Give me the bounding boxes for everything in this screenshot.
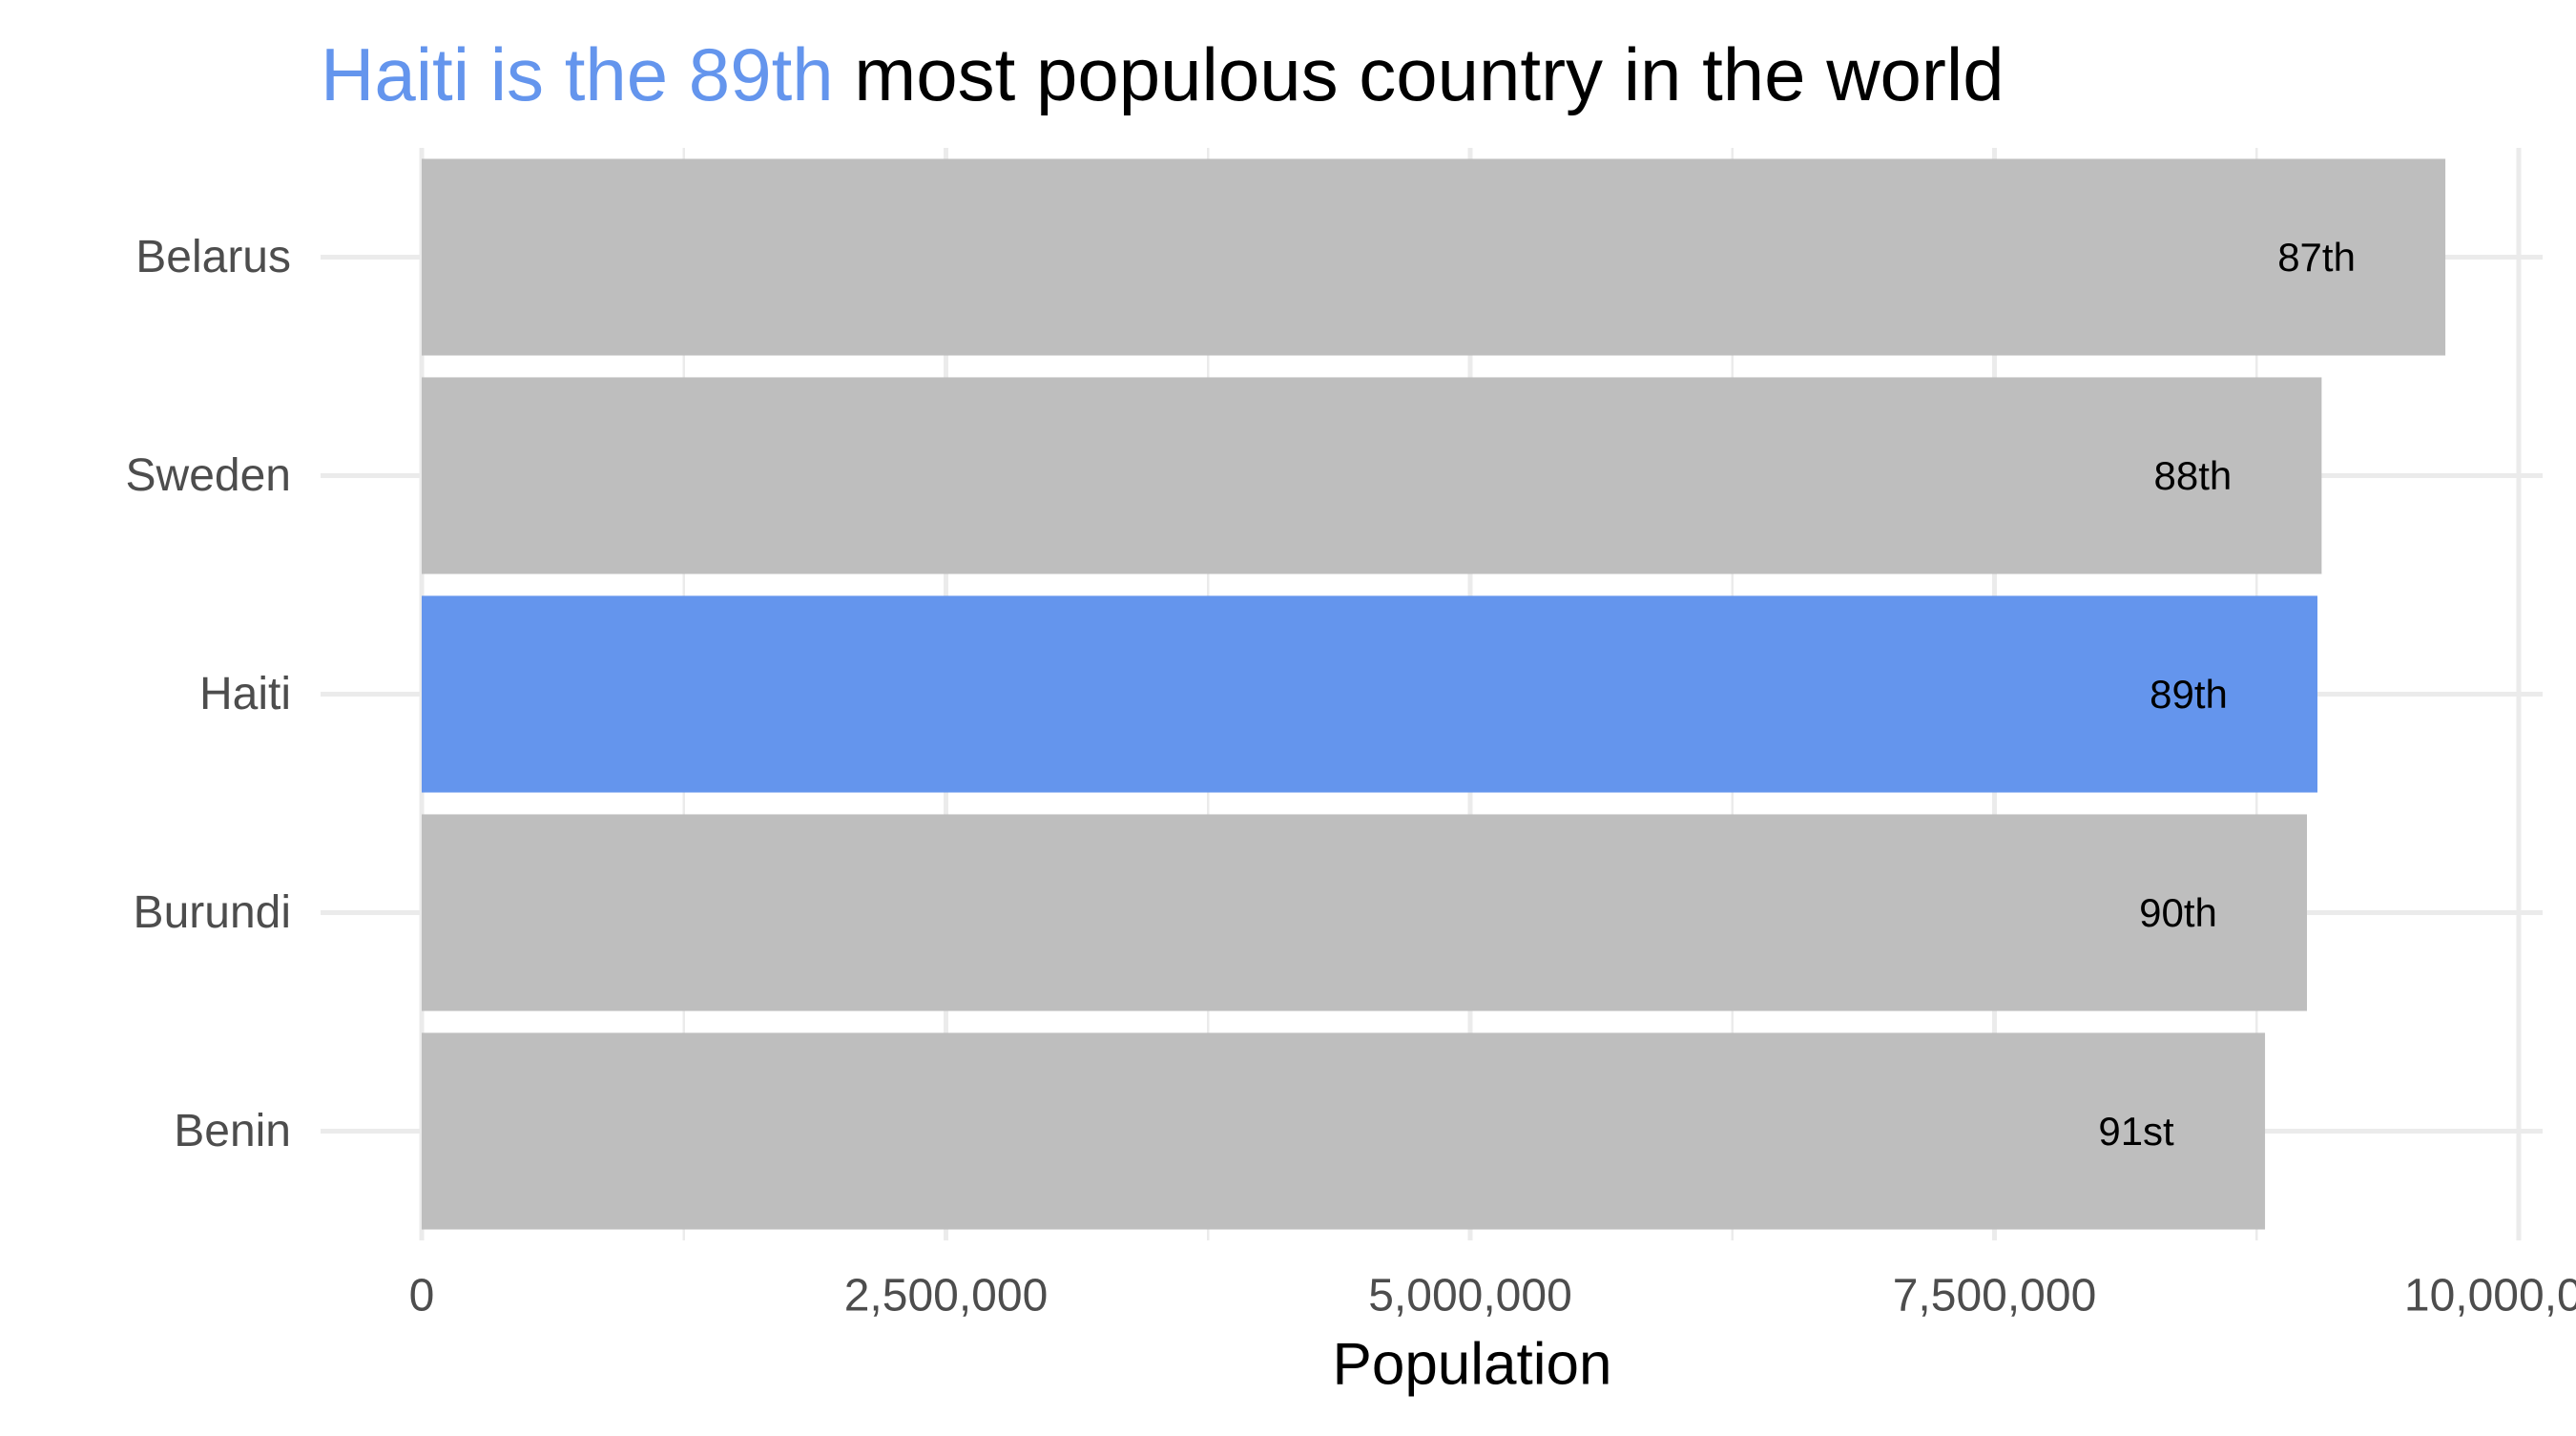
- chart-title: Haiti is the 89th most populous country …: [321, 32, 2005, 116]
- x-axis-title: Population: [1332, 1332, 1611, 1398]
- x-tick-label: 7,500,000: [1893, 1271, 2097, 1322]
- y-tick-label-sweden: Sweden: [126, 450, 291, 501]
- y-tick-label-haiti: Haiti: [199, 669, 291, 719]
- x-tick-label: 10,000,000: [2404, 1271, 2576, 1322]
- bar-label-sweden: 88th: [2154, 453, 2233, 498]
- title-rest-part: most populous country in the world: [834, 32, 2005, 116]
- bar-label-belarus: 87th: [2277, 235, 2356, 280]
- bar-belarus: [422, 158, 2446, 356]
- x-tick-label: 0: [409, 1271, 435, 1322]
- bar-label-benin: 91st: [2098, 1109, 2174, 1154]
- x-tick-label: 5,000,000: [1368, 1271, 1572, 1322]
- y-tick-label-benin: Benin: [174, 1106, 291, 1156]
- bar-label-haiti: 89th: [2150, 672, 2228, 717]
- bar-haiti: [422, 595, 2317, 793]
- x-tick-label: 2,500,000: [844, 1271, 1049, 1322]
- bar-benin: [422, 1032, 2266, 1230]
- bar-layer: [422, 158, 2446, 1230]
- y-tick-label-belarus: Belarus: [135, 232, 291, 282]
- bar-burundi: [422, 814, 2308, 1011]
- x-axis-tick-labels: 0 2,500,000 5,000,000 7,500,000 10,000,000: [409, 1271, 2576, 1322]
- bar-label-layer: 87th 88th 89th 90th 91st: [2098, 235, 2356, 1154]
- bar-label-burundi: 90th: [2139, 890, 2217, 935]
- y-tick-label-burundi: Burundi: [134, 887, 291, 938]
- bar-sweden: [422, 377, 2322, 574]
- y-axis-tick-labels: Belarus Sweden Haiti Burundi Benin: [126, 232, 291, 1156]
- title-highlight-part: Haiti is the 89th: [321, 32, 834, 116]
